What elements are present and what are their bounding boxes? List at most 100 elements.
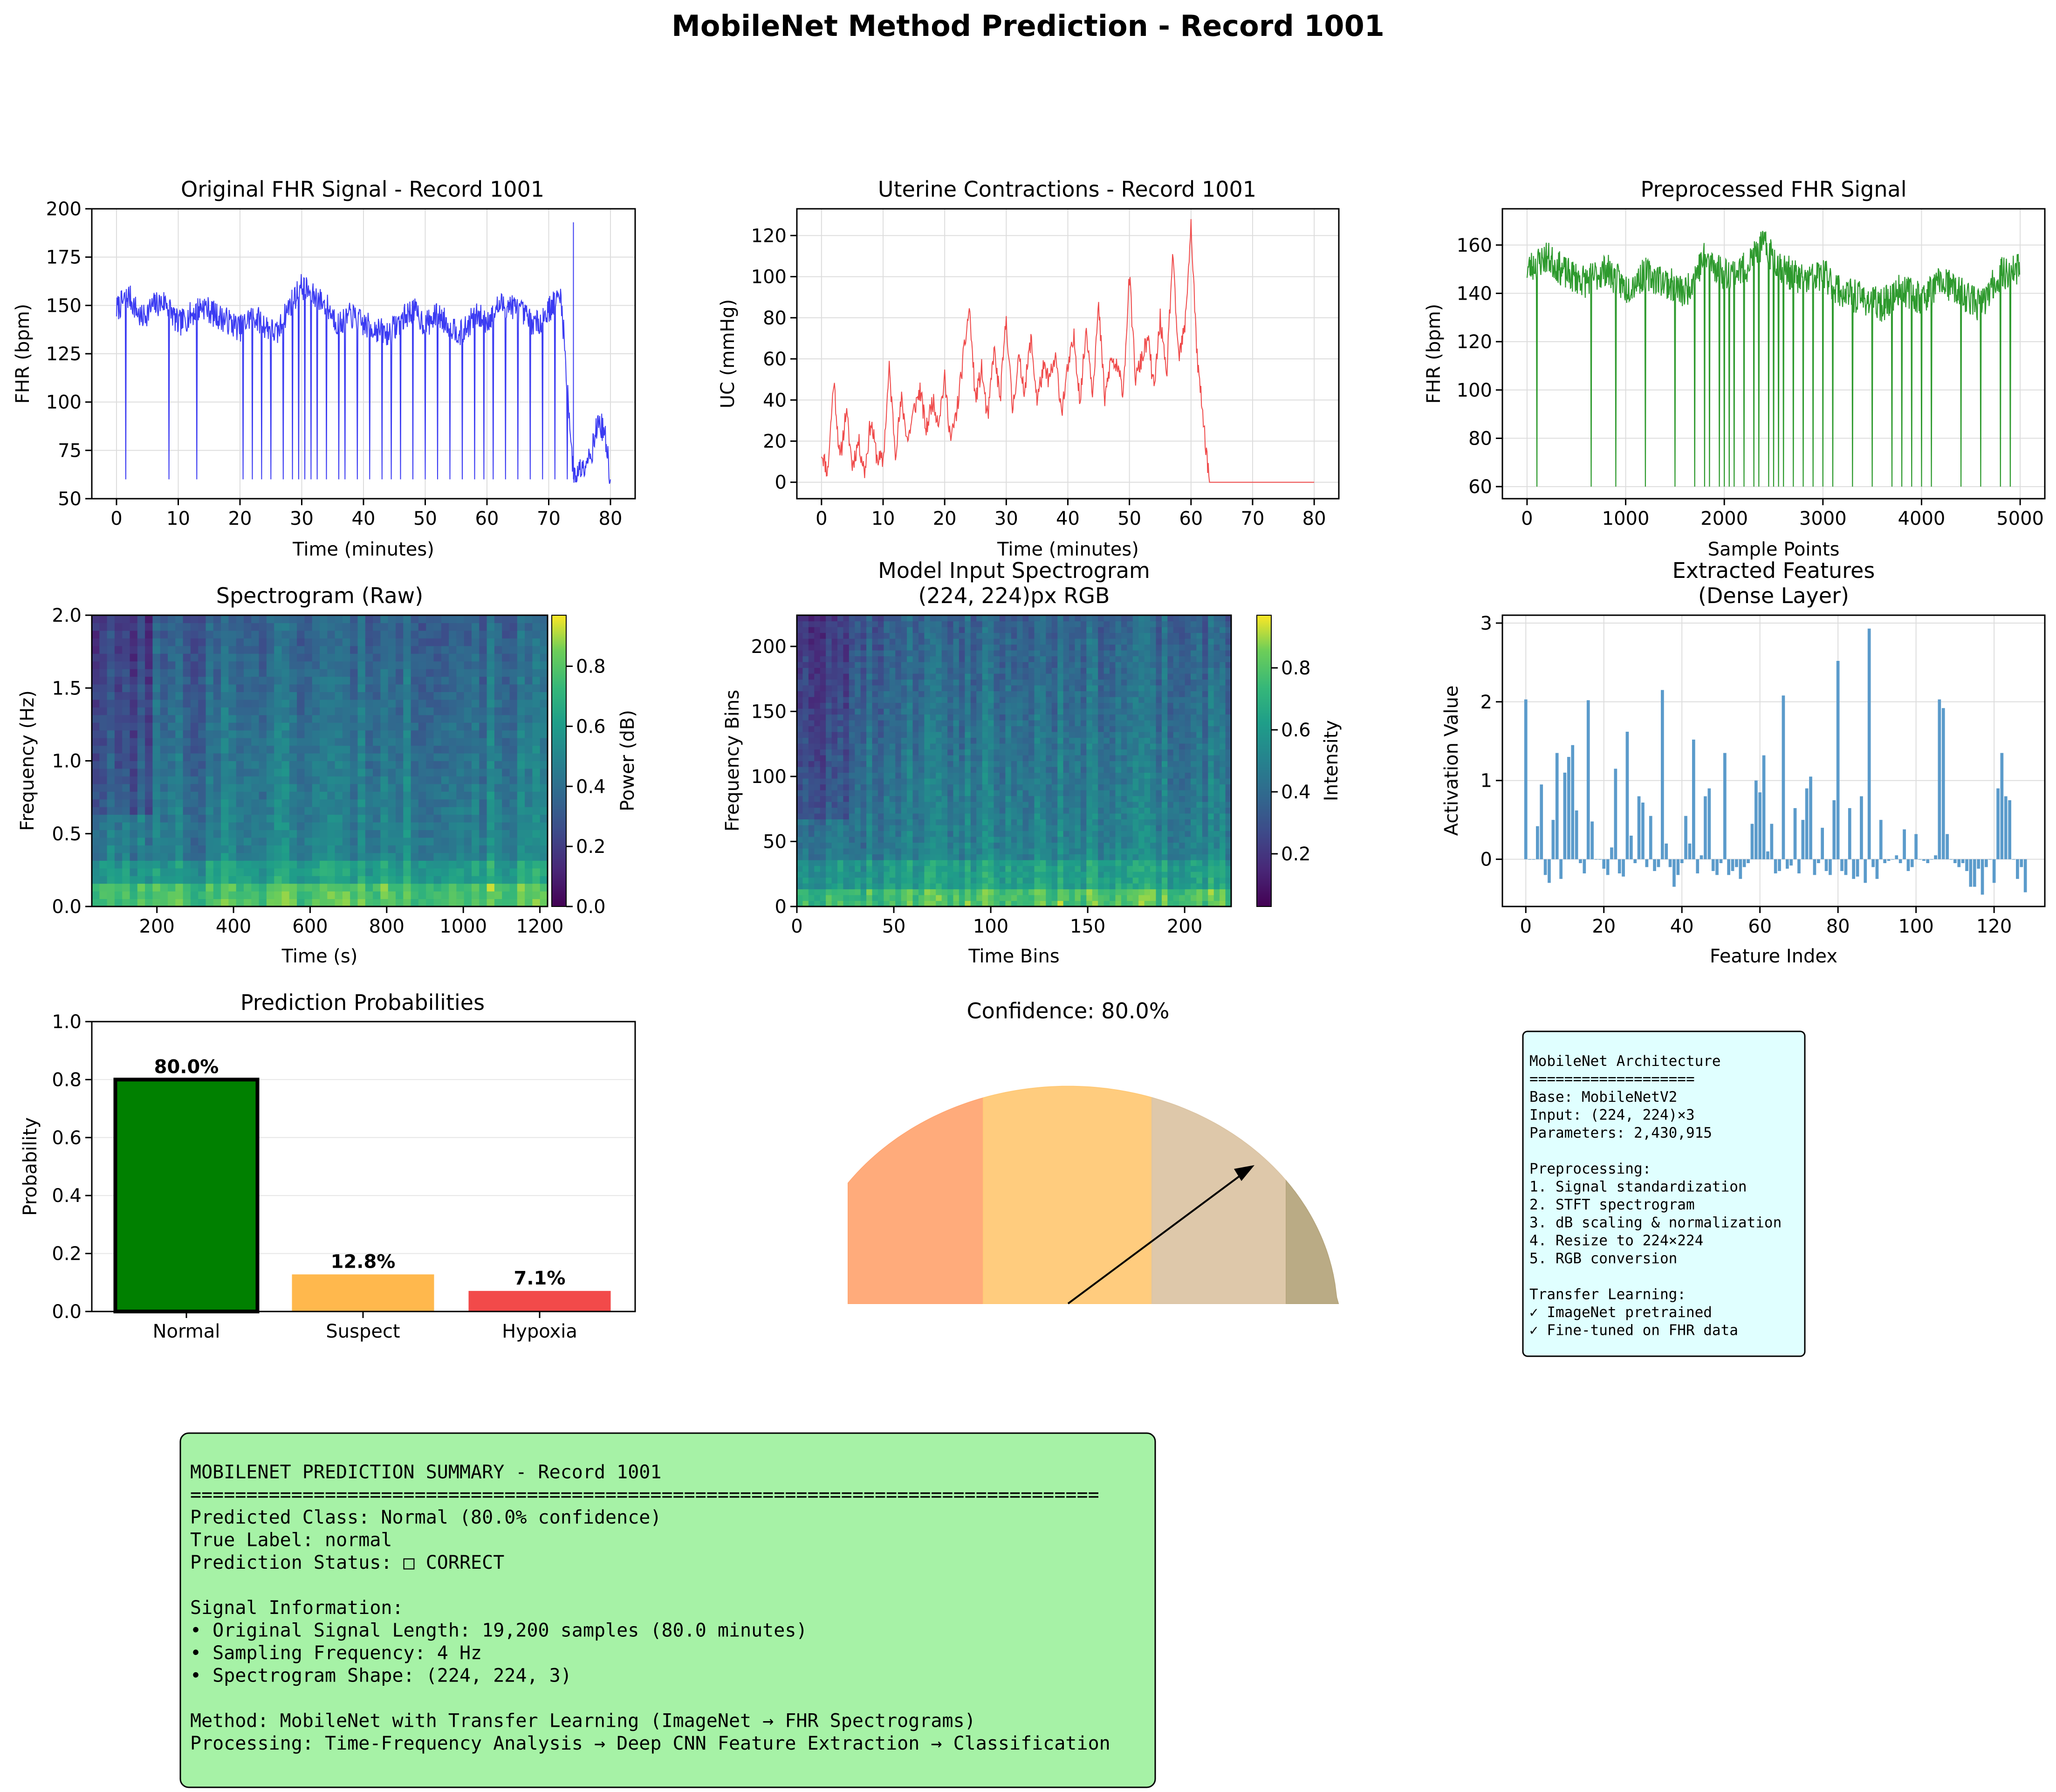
spec-in-cell (797, 772, 803, 779)
spec-raw-cell (304, 714, 313, 723)
spec-in-cell (970, 848, 977, 855)
spec-raw-cell (426, 730, 434, 738)
spec-raw-cell (236, 876, 244, 884)
spec-raw-cell (99, 761, 108, 769)
spec-raw-cell (304, 753, 313, 762)
spec-in-cell (976, 732, 983, 738)
spec-raw-cell (114, 699, 123, 707)
spec-in-cell (866, 790, 873, 796)
spec-in-cell (1063, 714, 1069, 721)
spec-in-cell (1173, 837, 1179, 843)
spec-raw-cell (251, 868, 260, 876)
spec-raw-xtick-label: 800 (369, 916, 404, 937)
spec-in-cell (826, 865, 832, 872)
spec-raw-cell (221, 661, 229, 669)
spec-in-cell (802, 726, 809, 732)
spec-raw-cell (472, 814, 480, 823)
spec-raw-cell (99, 891, 108, 899)
spec-in-cell (1028, 895, 1035, 901)
spec-in-cell (1167, 726, 1174, 732)
spec-in-cell (797, 842, 803, 849)
spec-in-cell (1213, 807, 1220, 814)
spec-raw-cell (251, 676, 260, 685)
spec-raw-cell (525, 868, 533, 876)
spec-in-cell (1011, 854, 1017, 860)
spec-in-cell (1057, 807, 1064, 814)
pre-xtick-label: 1000 (1602, 508, 1650, 529)
spec-in-cell (918, 772, 925, 779)
spec-in-cell (1028, 813, 1035, 820)
spec-raw-cell (152, 783, 161, 792)
spec-in-cell (1225, 732, 1231, 738)
spec-in-cell (1051, 865, 1058, 872)
spec-in-cell (872, 877, 878, 884)
spec-raw-cell (152, 615, 161, 623)
spec-in-cell (1040, 737, 1046, 744)
spec-in-cell (1057, 883, 1064, 890)
spec-raw-cell (494, 707, 502, 715)
spec-raw-cell (494, 722, 502, 731)
spec-in-cell (1080, 790, 1087, 796)
pre-axes-frame (1501, 208, 2046, 500)
spec-in-cell (1034, 784, 1041, 790)
spec-raw-cell (540, 645, 548, 654)
spec-in-cell (1063, 842, 1069, 849)
spec-in-cell (947, 778, 954, 785)
spec-raw-cell (380, 738, 389, 746)
spec-raw-cell (266, 615, 274, 623)
spec-raw-cell (206, 645, 214, 654)
spec-in-cell (1179, 732, 1186, 738)
spec-in-cell (953, 755, 959, 762)
spec-raw-cell (312, 807, 320, 815)
spec-in-cell (820, 796, 826, 802)
spec-in-cell (1167, 837, 1174, 843)
spec-in-cell (802, 796, 809, 802)
spec-raw-cell (281, 669, 290, 677)
spec-raw-cell (380, 623, 389, 631)
spec-raw-cell (464, 845, 472, 853)
spec-raw-cell (380, 761, 389, 769)
spec-in-cell (837, 872, 843, 878)
spec-raw-cell (304, 738, 313, 746)
spec-in-cell (1057, 767, 1064, 773)
spec-in-cell (872, 865, 878, 872)
spec-raw-cell (198, 860, 206, 869)
spec-in-cell (1103, 755, 1110, 762)
spec-in-cell (947, 784, 954, 790)
spec-raw-cell (388, 876, 396, 884)
spec-raw-cell (145, 630, 153, 639)
spec-in-cell (1080, 865, 1087, 872)
spec-in-cell (1046, 720, 1052, 727)
spec-in-cell (826, 860, 832, 866)
spec-in-cell (912, 761, 919, 767)
spec-in-cell (1121, 872, 1127, 878)
spec-in-cell (1086, 837, 1093, 843)
spec-raw-cell (327, 669, 336, 677)
spec-raw-cell (502, 799, 510, 807)
spec-raw-cell (266, 630, 274, 639)
spec-in-cell (1156, 749, 1162, 755)
spec-in-cell (907, 743, 913, 750)
spec-raw-cell (357, 852, 366, 861)
spec-in-cell (802, 790, 809, 796)
spec-in-cell (889, 737, 896, 744)
spec-in-cell (1191, 714, 1197, 721)
spec-in-cell (1017, 848, 1023, 855)
spec-in-cell (959, 749, 965, 755)
spec-in-cell (1196, 796, 1203, 802)
spec-raw-cell (494, 899, 502, 906)
spec-in-cell (1132, 714, 1139, 721)
spec-in-cell (1063, 825, 1069, 831)
spec-in-cell (878, 854, 884, 860)
spec-raw-cell (190, 669, 199, 677)
spec-raw-cell (213, 860, 221, 869)
spec-raw-cell (411, 653, 419, 662)
spec-raw-cell (160, 623, 168, 631)
spec-in-cell (1057, 714, 1064, 721)
spec-raw-cell (426, 776, 434, 784)
spec-raw-cell (175, 838, 184, 845)
spec-raw-cell (274, 676, 282, 685)
spec-in-cell (826, 767, 832, 773)
spec-in-cell (1191, 813, 1197, 820)
spec-raw-cell (487, 738, 495, 746)
